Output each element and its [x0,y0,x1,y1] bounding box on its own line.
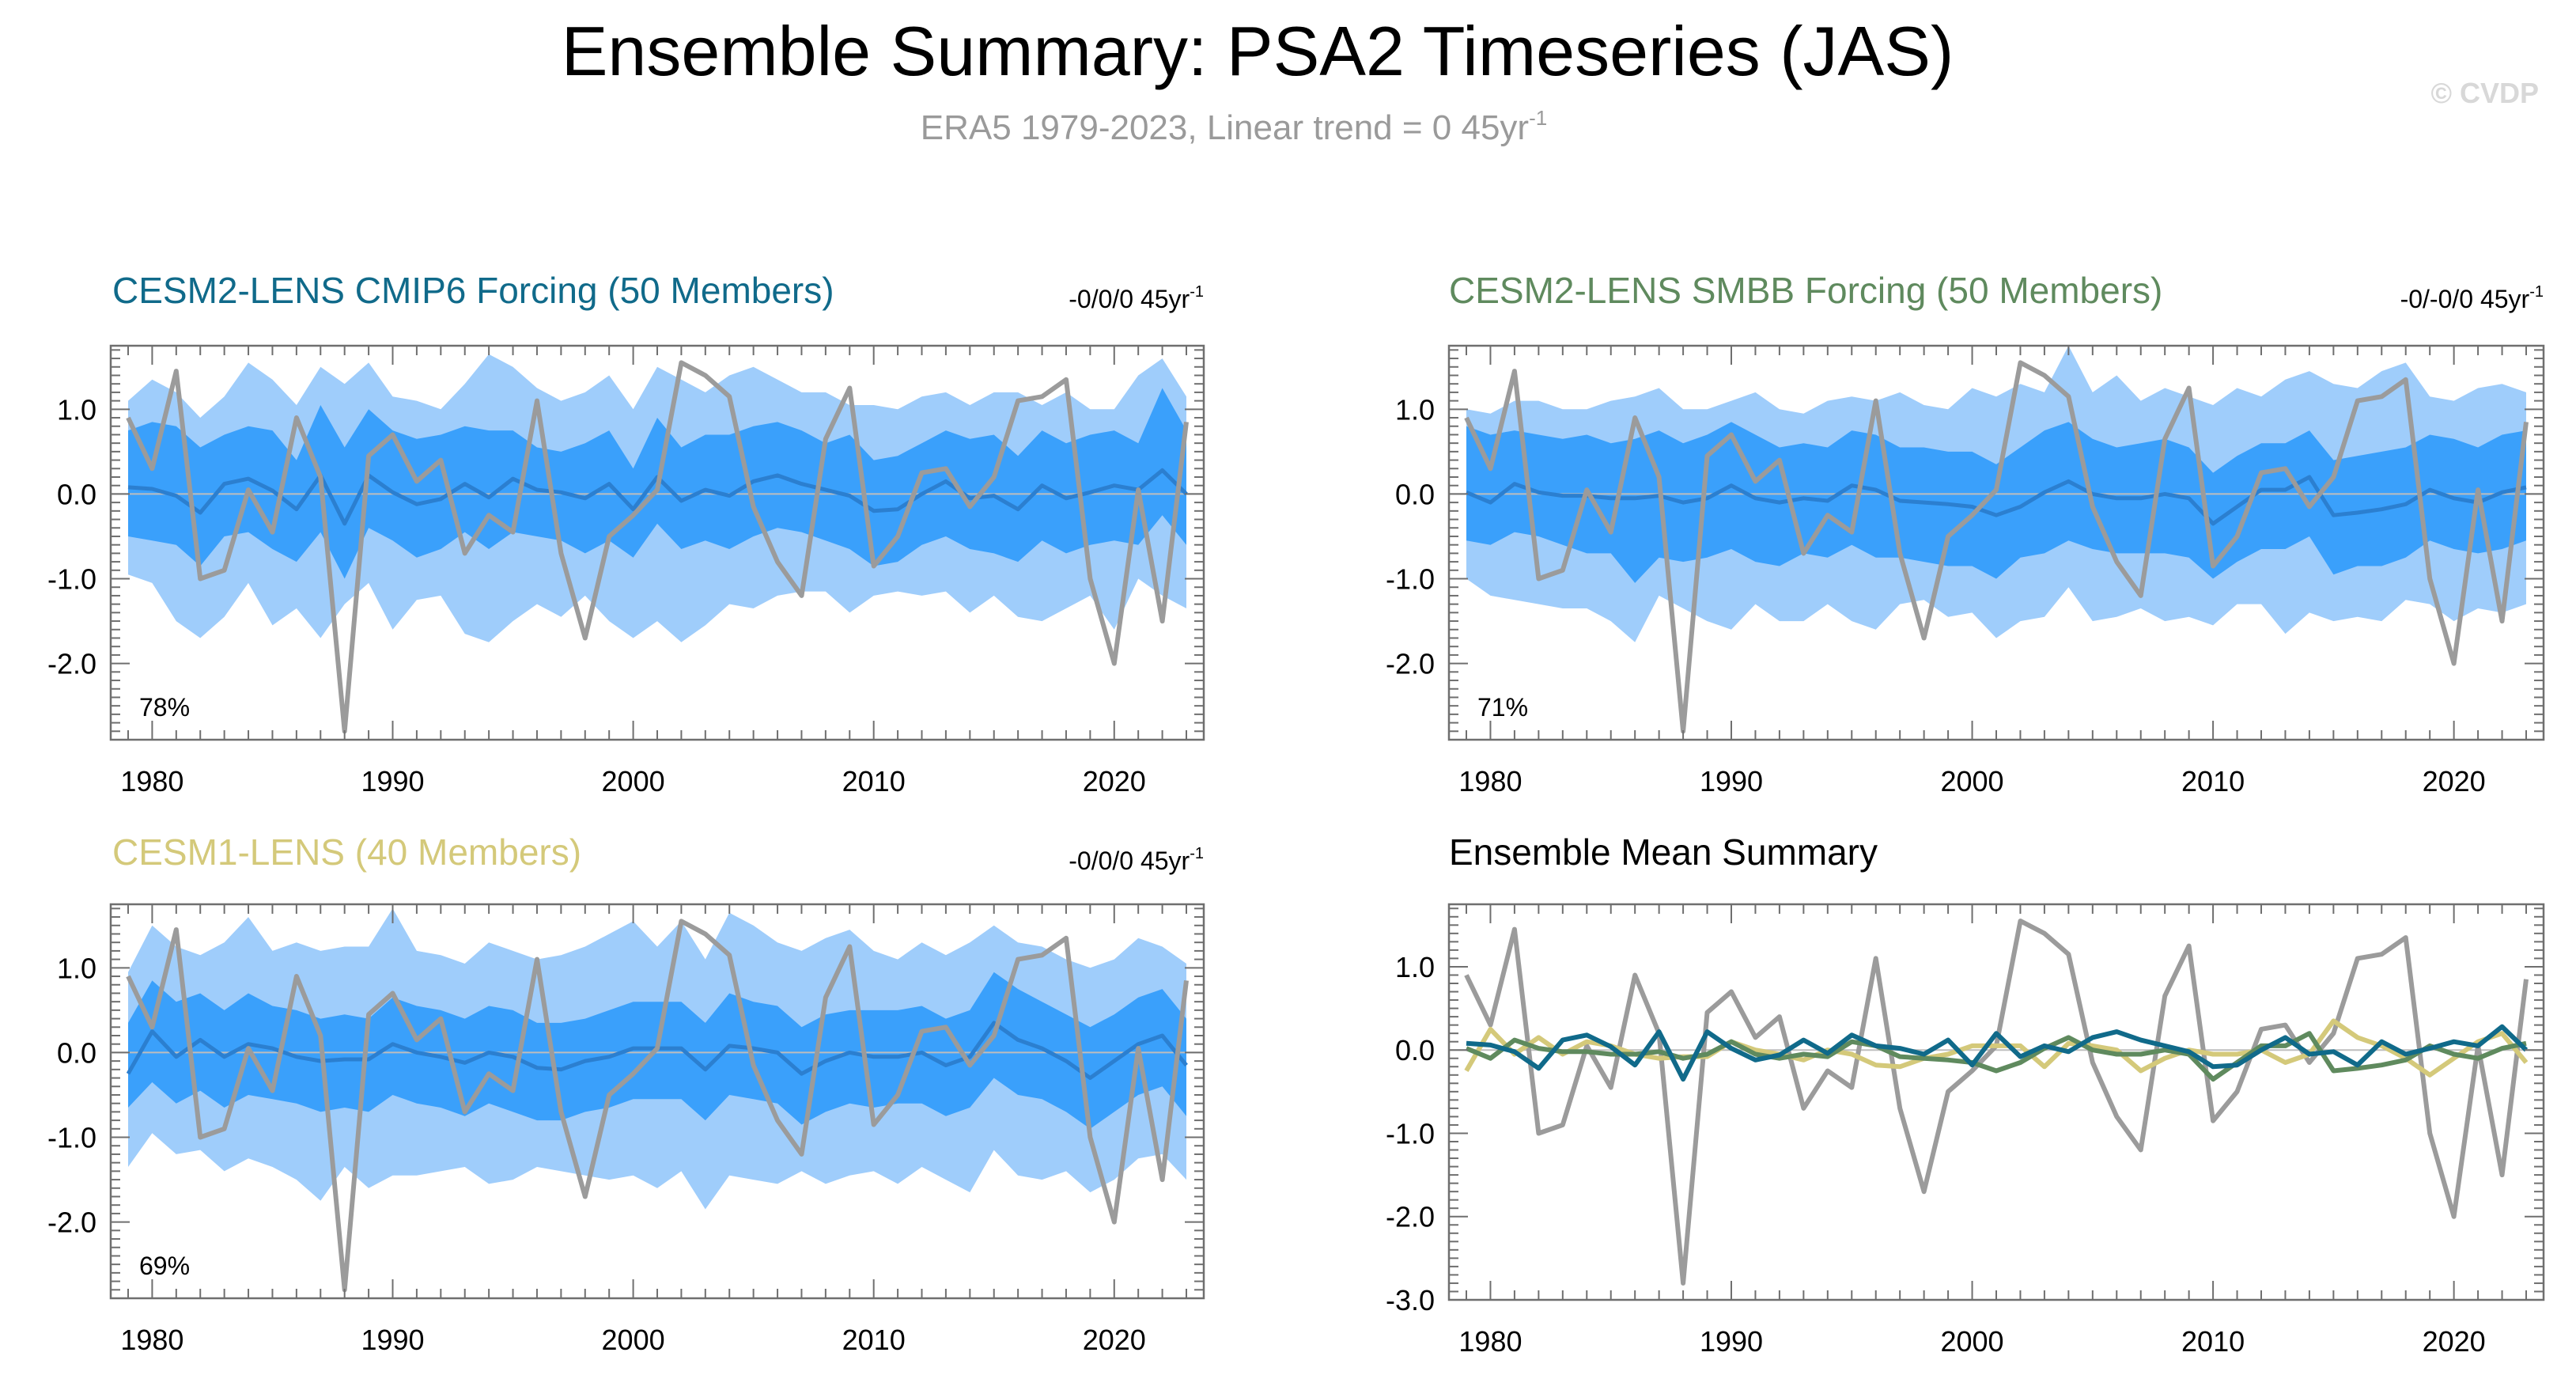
figure-subtitle: ERA5 1979-2023, Linear trend = 0 45yr-1 [921,106,1547,147]
trend-text: -0/0/0 45yr [1069,285,1190,313]
y-tick-label: -1.0 [47,1122,96,1154]
y-tick-label: 0.0 [1395,1034,1435,1066]
trend-label: -0/0/0 45yr-1 [1069,283,1204,313]
x-tick-label: 1990 [1700,1325,1763,1358]
x-tick-label: 1990 [361,765,424,797]
ensemble-interquartile-band [1466,422,2526,583]
trend-superscript: -1 [1190,845,1204,862]
y-tick-label: 0.0 [57,1036,96,1069]
x-tick-label: 1980 [120,1324,183,1356]
percent-label: 69% [139,1252,190,1280]
percent-label: 71% [1477,693,1528,722]
y-tick-label: -1.0 [1386,563,1435,596]
panel-p2: CESM2-LENS SMBB Forcing (50 Members) -0/-… [1386,270,2545,797]
y-tick-label: -1.0 [47,563,96,596]
x-tick-label: 2010 [2181,1325,2245,1358]
x-tick-label: 1990 [361,1324,424,1356]
panel-p1: CESM2-LENS CMIP6 Forcing (50 Members) -0/… [47,270,1205,797]
x-tick-label: 2000 [1940,765,2003,797]
y-tick-label: 1.0 [57,393,96,426]
percent-label: 78% [139,693,190,722]
x-tick-label: 2020 [2423,765,2486,797]
ensemble-mean-line [1466,475,2527,526]
subtitle-superscript: -1 [1529,106,1547,130]
y-tick-label: -2.0 [1386,648,1435,680]
observed-line [126,360,1189,734]
x-tick-label: 2010 [842,1324,906,1356]
x-tick-label: 2000 [602,1324,665,1356]
plot-area [111,908,1204,1293]
panel-p4: Ensemble Mean Summary 1.0 0.0 -1.0 -2.0 -3.0 1… [1386,831,2545,1358]
x-tick-label: 1980 [120,765,183,797]
watermark: © CVDP [2430,77,2539,109]
panel-title: CESM1-LENS (40 Members) [112,831,581,873]
ensemble-mean-line-cesm2_cmip6 [1466,1024,2529,1082]
observed-line [126,919,1189,1293]
x-tick-label: 2020 [1083,765,1146,797]
observed-line [1464,919,2529,1286]
plot-area [1449,919,2544,1286]
panel-p3: CESM1-LENS (40 Members) -0/0/0 45yr-1 1.0 0… [47,831,1205,1356]
x-tick-label: 2000 [602,765,665,797]
y-tick-label: -2.0 [47,648,96,680]
y-tick-label: -2.0 [47,1206,96,1239]
y-tick-label: -3.0 [1386,1284,1435,1316]
trend-text: -0/-0/0 45yr [2400,285,2530,313]
y-tick-label: -2.0 [1386,1201,1435,1233]
y-tick-label: 1.0 [57,952,96,984]
x-tick-label: 1980 [1458,765,1522,797]
x-tick-label: 2010 [842,765,906,797]
trend-text: -0/0/0 45yr [1069,847,1190,875]
plot-frame [1447,903,2545,1301]
subtitle-text: ERA5 1979-2023, Linear trend = 0 45yr [921,108,1529,147]
x-tick-label: 2000 [1940,1325,2003,1358]
trend-superscript: -1 [2529,283,2544,301]
x-tick-label: 1990 [1700,765,1763,797]
x-tick-label: 1980 [1458,1325,1522,1358]
panel-title: CESM2-LENS SMBB Forcing (50 Members) [1449,270,2162,311]
y-tick-label: 1.0 [1395,393,1435,426]
observed-line [1464,360,2529,734]
trend-label: -0/-0/0 45yr-1 [2400,283,2544,313]
x-tick-label: 2010 [2181,765,2245,797]
trend-superscript: -1 [1190,283,1204,301]
y-tick-label: 0.0 [1395,478,1435,510]
x-tick-label: 2020 [2423,1325,2486,1358]
panel-title: Ensemble Mean Summary [1449,831,1878,873]
panel-title: CESM2-LENS CMIP6 Forcing (50 Members) [112,270,834,311]
plot-area [111,354,1204,734]
plot-area [1449,346,2544,734]
x-tick-label: 2020 [1083,1324,1146,1356]
figure-title: Ensemble Summary: PSA2 Timeseries (JAS) [562,12,1954,90]
y-tick-label: -1.0 [1386,1117,1435,1150]
trend-label: -0/0/0 45yr-1 [1069,845,1204,875]
y-tick-label: 0.0 [57,478,96,510]
y-tick-label: 1.0 [1395,951,1435,983]
